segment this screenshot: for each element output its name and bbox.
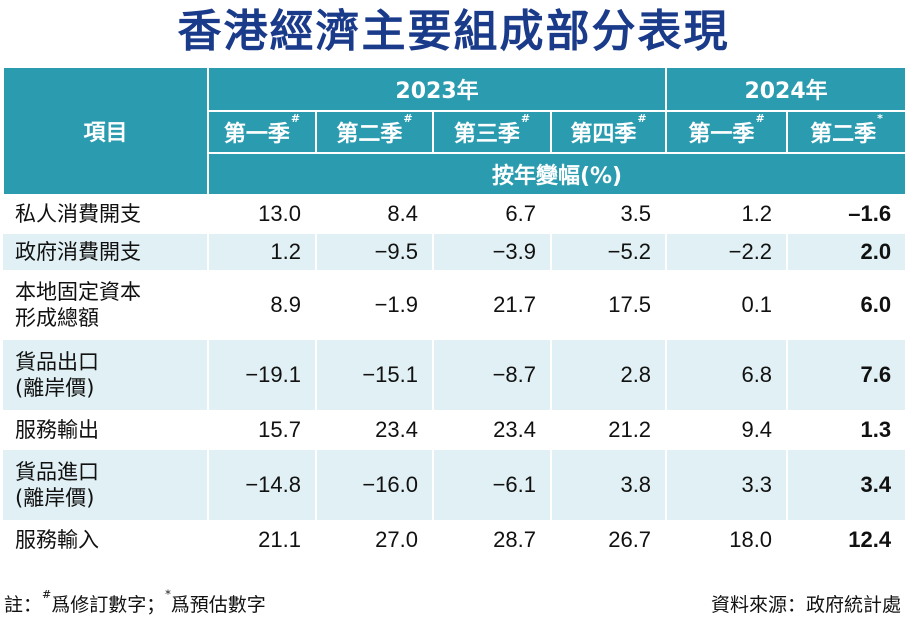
row-label-line: 貨品進口: [15, 460, 99, 484]
quarter-header: 第二季#: [315, 110, 434, 154]
value-cell: 15.7: [208, 411, 317, 450]
row-label: 貨品進口 (離岸價): [3, 449, 209, 522]
value-cell: 26.7: [551, 521, 668, 560]
value-cell: 12.4: [787, 521, 907, 560]
value-cell: 21.7: [433, 271, 552, 340]
value-cell: 1.2: [666, 195, 789, 234]
value-cell: 1.2: [208, 233, 317, 272]
row-label: 貨品出口 (離岸價): [3, 339, 209, 412]
row-label: 服務輸出: [3, 411, 209, 450]
table-row: 服務輸入 21.1 27.0 28.7 26.7 18.0 12.4: [3, 521, 907, 560]
value-cell: 0.1: [666, 271, 789, 340]
value-cell: 21.2: [551, 411, 668, 450]
value-cell: −6.1: [433, 449, 552, 522]
value-cell: −5.2: [551, 233, 668, 272]
footnote: 註：#爲修訂數字；*爲預估數字: [4, 588, 266, 616]
table-row: 政府消費開支 1.2 −9.5 −3.9 −5.2 −2.2 2.0: [3, 233, 907, 272]
quarter-header: 第三季#: [432, 110, 552, 154]
year-header-2023: 2023年: [206, 66, 668, 112]
value-cell: −3.9: [433, 233, 552, 272]
row-label: 服務輸入: [3, 521, 209, 560]
row-label-line: 形成總額: [15, 306, 99, 330]
table-row: 本地固定資本 形成總額 8.9 −1.9 21.7 17.5 0.1 6.0: [3, 271, 907, 340]
value-cell: 2.8: [551, 339, 668, 412]
value-cell: 9.4: [666, 411, 789, 450]
value-cell: −14.8: [208, 449, 317, 522]
value-cell: 23.4: [433, 411, 552, 450]
value-cell: −2.2: [666, 233, 789, 272]
value-cell: −9.5: [316, 233, 434, 272]
value-cell: 8.4: [316, 195, 434, 234]
unit-header: 按年變幅(%): [206, 152, 907, 196]
value-cell: 17.5: [551, 271, 668, 340]
quarter-header: 第二季*: [786, 110, 907, 154]
table-row: 貨品進口 (離岸價) −14.8 −16.0 −6.1 3.8 3.3 3.4: [3, 449, 907, 522]
source-note: 資料來源：政府統計處: [710, 594, 901, 616]
value-cell: 13.0: [208, 195, 317, 234]
data-table: 項目 2023年 2024年 第一季# 第二季# 第三季# 第四季# 第一季# …: [2, 66, 907, 560]
value-cell: 23.4: [316, 411, 434, 450]
value-cell: 6.8: [666, 339, 789, 412]
value-cell: 1.3: [787, 411, 907, 450]
value-cell: –1.6: [787, 195, 907, 234]
row-label-line: 貨品出口: [15, 350, 99, 374]
table-row: 私人消費開支 13.0 8.4 6.7 3.5 1.2 –1.6: [3, 195, 907, 234]
row-label-line: 服務輸出: [15, 418, 99, 442]
quarter-header: 第一季#: [665, 110, 789, 154]
row-label-line: 私人消費開支: [15, 202, 141, 226]
row-label-line: 服務輸入: [15, 528, 99, 552]
value-cell: 3.8: [551, 449, 668, 522]
value-cell: 3.5: [551, 195, 668, 234]
row-label: 私人消費開支: [3, 195, 209, 234]
row-label-line: 本地固定資本: [15, 280, 141, 304]
value-cell: 28.7: [433, 521, 552, 560]
value-cell: −8.7: [433, 339, 552, 412]
value-cell: 21.1: [208, 521, 317, 560]
row-label-line: (離岸價): [15, 376, 95, 400]
table-row: 服務輸出 15.7 23.4 23.4 21.2 9.4 1.3: [3, 411, 907, 450]
value-cell: 7.6: [787, 339, 907, 412]
value-cell: −1.9: [316, 271, 434, 340]
value-cell: 27.0: [316, 521, 434, 560]
row-label-line: (離岸價): [15, 486, 95, 510]
row-label: 政府消費開支: [3, 233, 209, 272]
value-cell: 8.9: [208, 271, 317, 340]
chart-title: 香港經濟主要組成部分表現: [177, 6, 730, 57]
value-cell: 2.0: [787, 233, 907, 272]
table-row: 貨品出口 (離岸價) −19.1 −15.1 −8.7 2.8 6.8 7.6: [3, 339, 907, 412]
value-cell: 3.3: [666, 449, 789, 522]
quarter-header: 第一季#: [207, 110, 317, 154]
value-cell: −16.0: [316, 449, 434, 522]
item-header: 項目: [2, 66, 209, 196]
value-cell: 18.0: [666, 521, 789, 560]
value-cell: −15.1: [316, 339, 434, 412]
value-cell: 6.7: [433, 195, 552, 234]
row-label: 本地固定資本 形成總額: [3, 271, 209, 340]
row-label-line: 政府消費開支: [15, 240, 141, 264]
year-header-2024: 2024年: [665, 66, 907, 112]
table-body: 私人消費開支 13.0 8.4 6.7 3.5 1.2 –1.6 政府消費開支 1.2 −9.5−…: [3, 195, 907, 560]
value-cell: −19.1: [208, 339, 317, 412]
quarter-header: 第四季#: [549, 110, 668, 154]
value-cell: 3.4: [787, 449, 907, 522]
value-cell: 6.0: [787, 271, 907, 340]
